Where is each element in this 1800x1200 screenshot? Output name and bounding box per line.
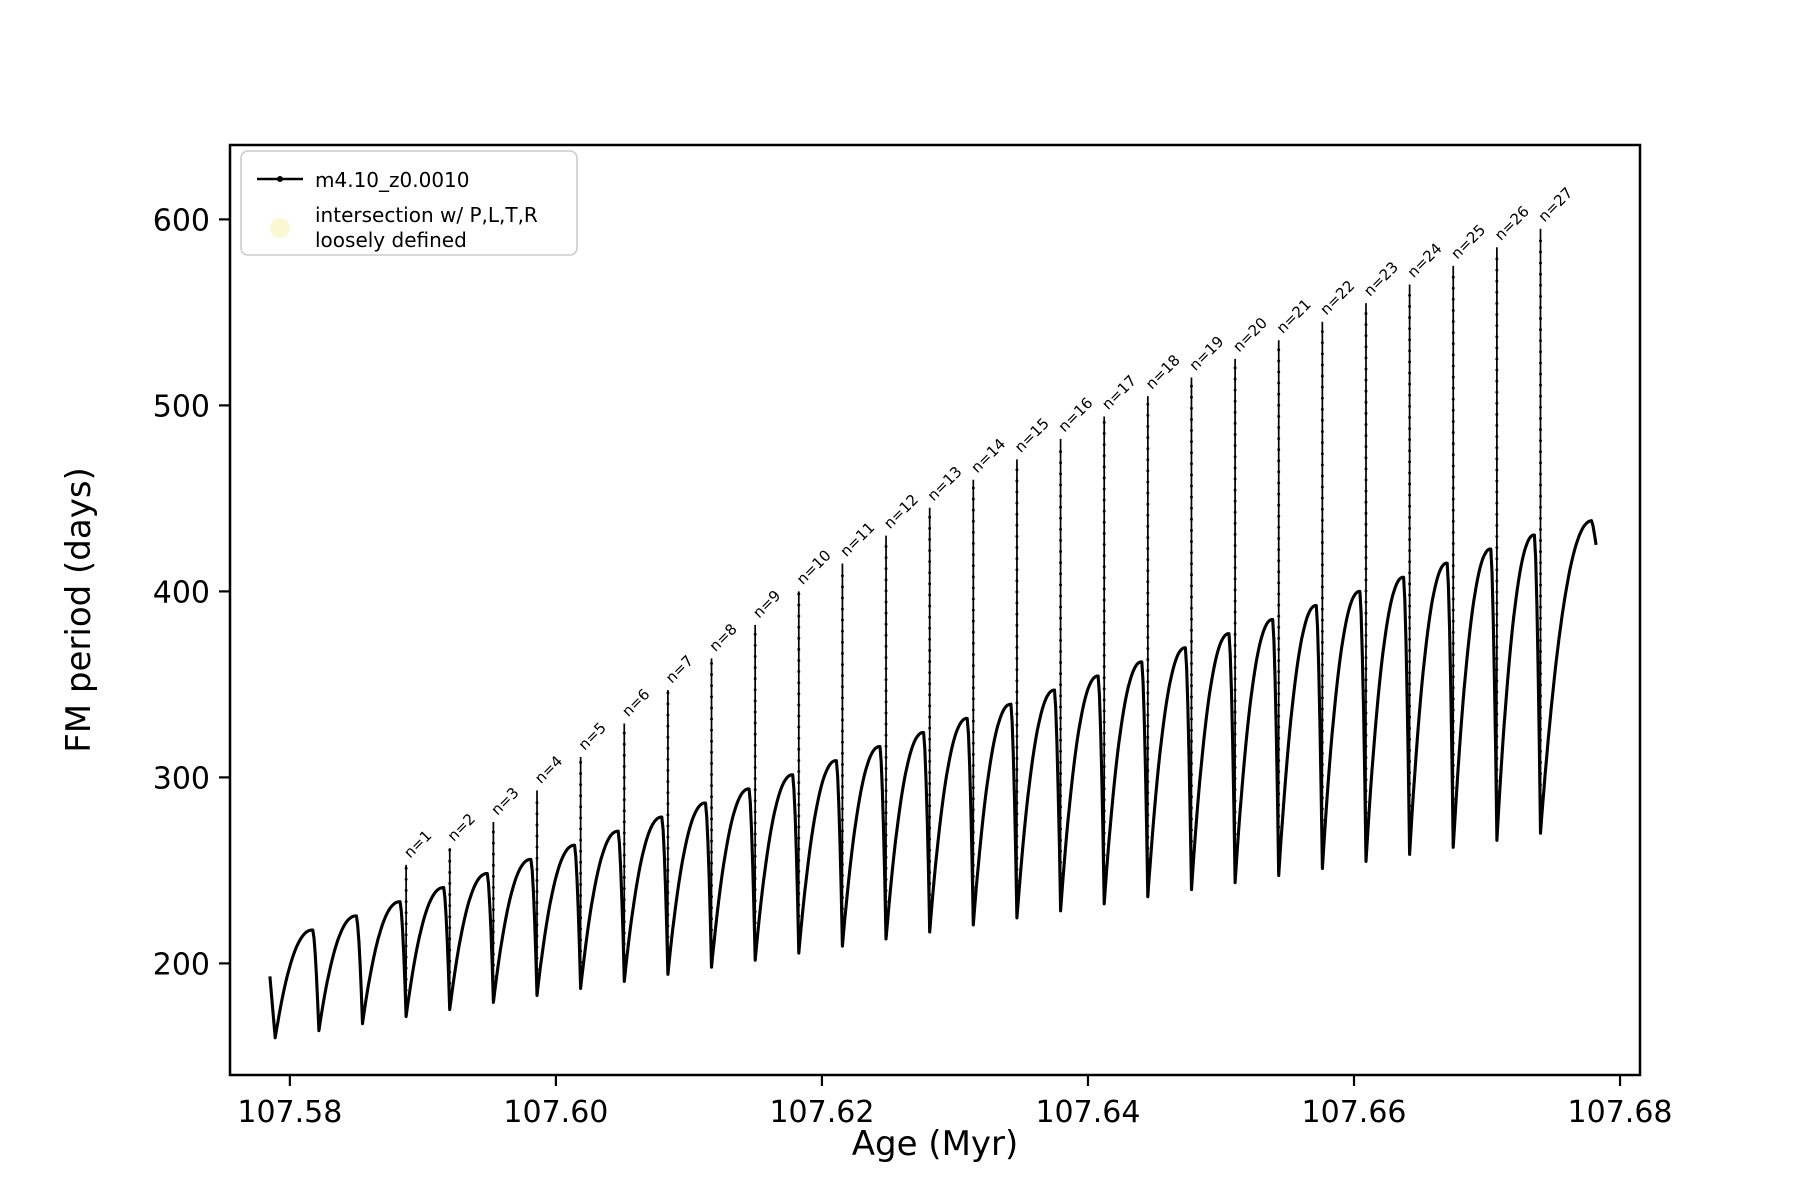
y-tick-label: 500 — [153, 389, 210, 424]
spike-label: n=18 — [1142, 351, 1184, 393]
x-tick-label: 107.58 — [237, 1095, 342, 1130]
legend-intersection-label-line1: intersection w/ P,L,T,R — [315, 203, 538, 227]
spike-label: n=20 — [1229, 314, 1271, 356]
spike-label: n=4 — [531, 752, 566, 787]
legend-intersection-label-line2: loosely defined — [315, 228, 467, 252]
legend: m4.10_z0.0010 intersection w/ P,L,T,Rloos… — [240, 150, 578, 256]
x-tick-label: 107.66 — [1302, 1095, 1407, 1130]
spike-label: n=6 — [618, 685, 653, 720]
spike-label: n=26 — [1491, 202, 1533, 244]
x-tick-label: 107.62 — [769, 1095, 874, 1130]
x-tick-label: 107.60 — [503, 1095, 608, 1130]
spike-label: n=27 — [1535, 184, 1577, 226]
y-tick-label: 400 — [153, 575, 210, 610]
spike-label: n=9 — [749, 587, 784, 622]
spike-label: n=7 — [662, 652, 697, 687]
x-tick-label: 107.64 — [1035, 1095, 1140, 1130]
spike-label: n=22 — [1316, 277, 1358, 319]
spike-label: n=10 — [793, 546, 835, 588]
spike-label: n=5 — [575, 719, 610, 754]
y-tick-label: 600 — [153, 203, 210, 238]
x-tick-label: 107.68 — [1568, 1095, 1673, 1130]
spike-label: n=8 — [706, 620, 741, 655]
spike-label: n=25 — [1447, 221, 1489, 263]
y-tick-label: 200 — [153, 947, 210, 982]
spike-label: n=16 — [1055, 394, 1097, 436]
legend-line-marker-dot — [277, 176, 283, 182]
legend-series-label: m4.10_z0.0010 — [315, 168, 470, 192]
axes-frame — [228, 143, 1642, 1077]
spike-label: n=15 — [1011, 414, 1053, 456]
spike-label: n=2 — [444, 810, 479, 845]
spike-label: n=17 — [1098, 372, 1140, 414]
fm-period-series-line — [268, 519, 1598, 1040]
spike-label: n=11 — [837, 518, 879, 560]
spike-label: n=12 — [880, 491, 922, 533]
spike-label: n=13 — [924, 463, 966, 505]
legend-intersection-marker-icon — [270, 218, 290, 238]
spike-label: n=19 — [1186, 332, 1228, 374]
spike-label: n=23 — [1360, 258, 1402, 300]
spike-label: n=24 — [1404, 239, 1446, 281]
spike-label: n=21 — [1273, 295, 1315, 337]
legend-box — [240, 150, 578, 256]
spike-label: n=14 — [967, 435, 1009, 477]
y-axis-label: FM period (days) — [59, 467, 99, 753]
y-tick-label: 300 — [153, 761, 210, 796]
spike-label: n=1 — [400, 827, 435, 862]
spike-label: n=3 — [487, 784, 522, 819]
x-axis-label: Age (Myr) — [852, 1124, 1019, 1164]
